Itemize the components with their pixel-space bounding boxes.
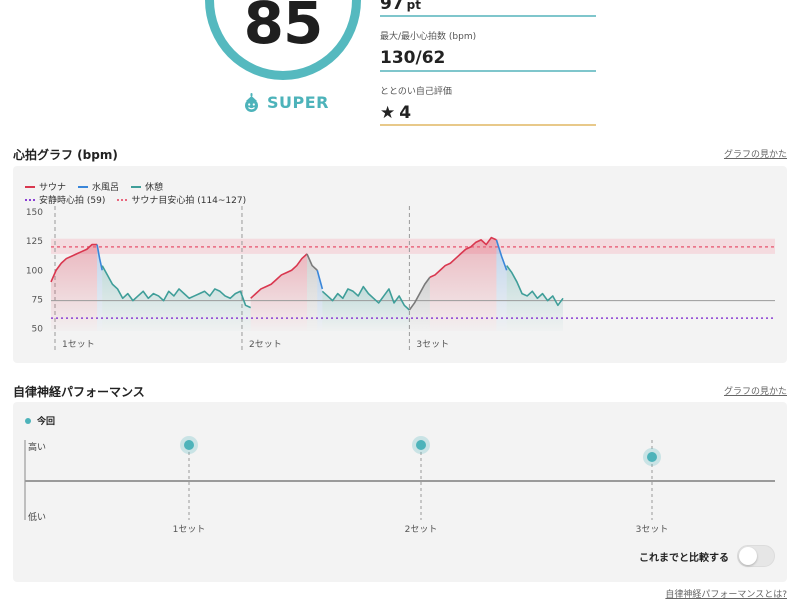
ans-point [647, 452, 657, 462]
ans-point [184, 440, 194, 450]
y-tick-label: 75 [32, 295, 43, 305]
series-area-sauna [250, 253, 307, 331]
legend-resting-hr: 安静時心拍 (59) [25, 193, 105, 206]
heart-graph-help-link[interactable]: グラフの見かた [723, 150, 787, 160]
stat-heart-rate-value: 130/62 [380, 48, 446, 68]
stat-heart-rate-label: 最大/最小心拍数 (bpm) [380, 32, 477, 42]
ans-about-link[interactable]: 自律神経パフォーマンスとは? [665, 590, 787, 600]
sauna-rank-icon [245, 93, 258, 112]
stat-self-rating-value: 4 [399, 103, 412, 123]
ans-set-label: 3セット [636, 524, 669, 535]
compare-control: これまでと比較する [639, 545, 775, 567]
series-line-transition [306, 253, 318, 271]
legend-rest: 休憩 [131, 180, 163, 193]
series-area-rest [102, 265, 251, 331]
y-tick-label: 100 [26, 266, 43, 276]
series-line-water [96, 244, 103, 271]
stat-self-rating-label: ととのい自己評価 [380, 87, 452, 97]
stat-heart-rate: 最大/最小心拍数 (bpm) 130/62 [380, 29, 596, 72]
set-label: 3セット [416, 339, 449, 350]
stat-self-rating: ととのい自己評価 ★ 4 [380, 84, 596, 126]
rank-badge: SUPER [242, 92, 329, 113]
series-area-rest [506, 265, 563, 331]
heart-rate-chart: 150 125 100 75 50 1セット 2セット 3セット [26, 206, 775, 351]
ans-set-label: 2セット [405, 524, 438, 535]
heart-rate-card: サウナ 水風呂 休憩 安静時心拍 (59) サウナ目安心拍 (114~127) … [13, 166, 787, 363]
rank-label: SUPER [267, 93, 329, 112]
compare-toggle[interactable] [737, 545, 775, 567]
ans-set-label: 1セット [173, 524, 206, 535]
series-area-water [496, 239, 507, 331]
series-line-rest [321, 285, 410, 311]
ans-low-label: 低い [28, 511, 46, 523]
ans-legend-dot [25, 417, 31, 424]
legend-water: 水風呂 [78, 180, 119, 193]
compare-toggle-knob [739, 547, 757, 565]
y-tick-label: 50 [32, 325, 44, 335]
legend-sauna: サウナ [25, 180, 66, 193]
series-line-sauna [250, 253, 308, 299]
heart-graph-title: 心拍グラフ (bpm) [13, 148, 118, 162]
series-line-rest [506, 265, 564, 307]
set-label: 1セット [62, 339, 95, 350]
series-area-transition [307, 253, 318, 331]
stat-points: 97 pt [380, 0, 596, 17]
series-line-transition [408, 276, 431, 311]
ans-legend-label: 今回 [37, 417, 56, 427]
heart-legend: サウナ 水風呂 休憩 安静時心拍 (59) サウナ目安心拍 (114~127) [25, 180, 246, 206]
ans-title: 自律神経パフォーマンス [13, 385, 145, 399]
compare-label: これまでと比較する [639, 552, 729, 564]
stat-points-value: 97 [380, 0, 404, 14]
series-line-water [316, 270, 324, 290]
score-value: 85 [243, 0, 324, 57]
ans-legend: 今回 [25, 414, 55, 427]
series-area-transition [409, 277, 430, 331]
ans-point [416, 440, 426, 450]
series-line-water [495, 239, 508, 271]
stat-points-unit: pt [406, 0, 421, 12]
series-line-rest [101, 265, 252, 309]
legend-target-hr: サウナ目安心拍 (114~127) [117, 193, 246, 206]
series-line-sauna [429, 236, 497, 278]
series-area-sauna [51, 244, 98, 331]
ans-high-label: 高い [28, 441, 46, 453]
ans-help-link[interactable]: グラフの見かた [723, 387, 787, 397]
star-icon: ★ [380, 103, 396, 123]
series-line-sauna [50, 243, 98, 283]
set-label: 2セット [249, 339, 282, 350]
y-tick-label: 125 [26, 237, 43, 247]
y-tick-label: 150 [26, 208, 43, 218]
series-area-rest [322, 286, 410, 331]
series-area-sauna [429, 237, 497, 331]
ans-card: 今回 高い低い 1セット 2セット 3セット これまでと比較する [13, 402, 787, 582]
